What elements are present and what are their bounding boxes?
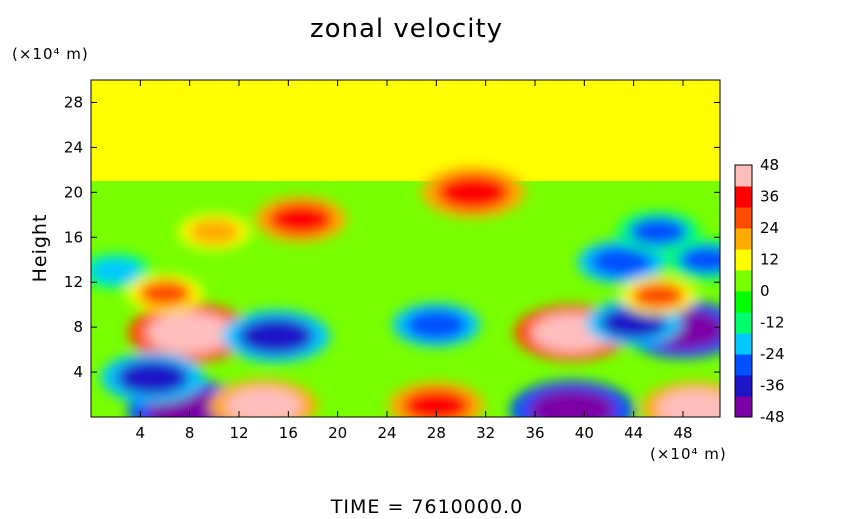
x-tick-label: 36 — [525, 424, 544, 442]
x-tick-label: 44 — [624, 424, 643, 442]
upper-calm-layer — [91, 80, 720, 182]
x-tick-label: 20 — [328, 424, 347, 442]
x-tick-label: 12 — [229, 424, 248, 442]
field-feature — [590, 246, 653, 278]
colorbar-swatch — [735, 207, 752, 229]
y-tick-label: 24 — [64, 138, 83, 156]
field-feature — [189, 218, 240, 245]
field-feature — [268, 203, 333, 236]
plot-frame — [90, 79, 721, 418]
field-feature — [116, 359, 190, 396]
field-features — [91, 166, 720, 417]
x-tick-label: 16 — [279, 424, 298, 442]
colorbar-frame — [734, 164, 753, 418]
x-tick-label: 40 — [575, 424, 594, 442]
colorbar-tick-label: 48 — [760, 156, 779, 174]
time-label: TIME = 7610000.0 — [330, 496, 524, 518]
field-feature — [678, 245, 720, 275]
x-axis: 4 8 12 16 20 24 28 32 36 40 44 48 — [136, 80, 693, 442]
field-feature — [628, 217, 688, 247]
colorbar-swatch — [735, 312, 752, 334]
colorbar-tick-label: -12 — [760, 314, 785, 332]
colorbar-swatch — [735, 270, 752, 292]
colorbar-swatch — [735, 291, 752, 313]
chart-title: zonal velocity — [309, 14, 504, 44]
field-feature — [657, 389, 720, 417]
colorbar-swatch — [735, 249, 752, 271]
y-tick-label: 4 — [73, 363, 83, 381]
field-feature — [631, 282, 685, 309]
x-tick-label: 28 — [427, 424, 446, 442]
field-feature — [528, 389, 616, 417]
colorbar-tick-label: 24 — [760, 219, 779, 237]
y-tick-label: 12 — [64, 273, 83, 291]
colorbar-swatch — [735, 396, 752, 418]
field-feature — [436, 174, 510, 211]
colorbar: 48 36 24 12 0 -12 -24 -36 -48 — [734, 156, 785, 426]
y-axis: 4 8 12 16 20 24 28 — [64, 93, 720, 381]
y-tick-label: 28 — [64, 93, 83, 111]
colorbar-tick-label: -36 — [760, 377, 785, 395]
y-tick-label: 16 — [64, 228, 83, 246]
colorbar-swatch — [735, 228, 752, 250]
x-tick-label: 48 — [673, 424, 692, 442]
colorbar-tick-label: -24 — [760, 345, 785, 363]
colorbar-swatch — [735, 375, 752, 397]
plot-area — [91, 80, 720, 417]
colorbar-swatch — [735, 186, 752, 208]
field-feature — [402, 389, 470, 417]
field-feature — [225, 387, 302, 417]
colorbar-tick-label: 36 — [760, 188, 779, 206]
colorbar-swatch — [735, 165, 752, 187]
field-feature — [146, 311, 234, 354]
colorbar-tick-label: -48 — [760, 408, 785, 426]
y-tick-label: 20 — [64, 183, 83, 201]
field-feature — [138, 280, 192, 307]
colorbar-swatch — [735, 333, 752, 355]
x-tick-label: 32 — [476, 424, 495, 442]
field-feature — [405, 309, 468, 341]
x-tick-label: 24 — [377, 424, 396, 442]
x-axis-unit: (×10⁴ m) — [650, 445, 727, 463]
colorbar-tick-label: 12 — [760, 251, 779, 269]
field-feature — [600, 306, 668, 340]
field-feature — [238, 317, 314, 355]
y-axis-unit: (×10⁴ m) — [12, 45, 89, 63]
field-feature — [91, 258, 141, 284]
y-tick-label: 8 — [73, 318, 83, 336]
x-tick-label: 4 — [136, 424, 146, 442]
x-tick-label: 8 — [185, 424, 195, 442]
colorbar-swatch — [735, 354, 752, 376]
colorbar-tick-label: 0 — [760, 282, 770, 300]
